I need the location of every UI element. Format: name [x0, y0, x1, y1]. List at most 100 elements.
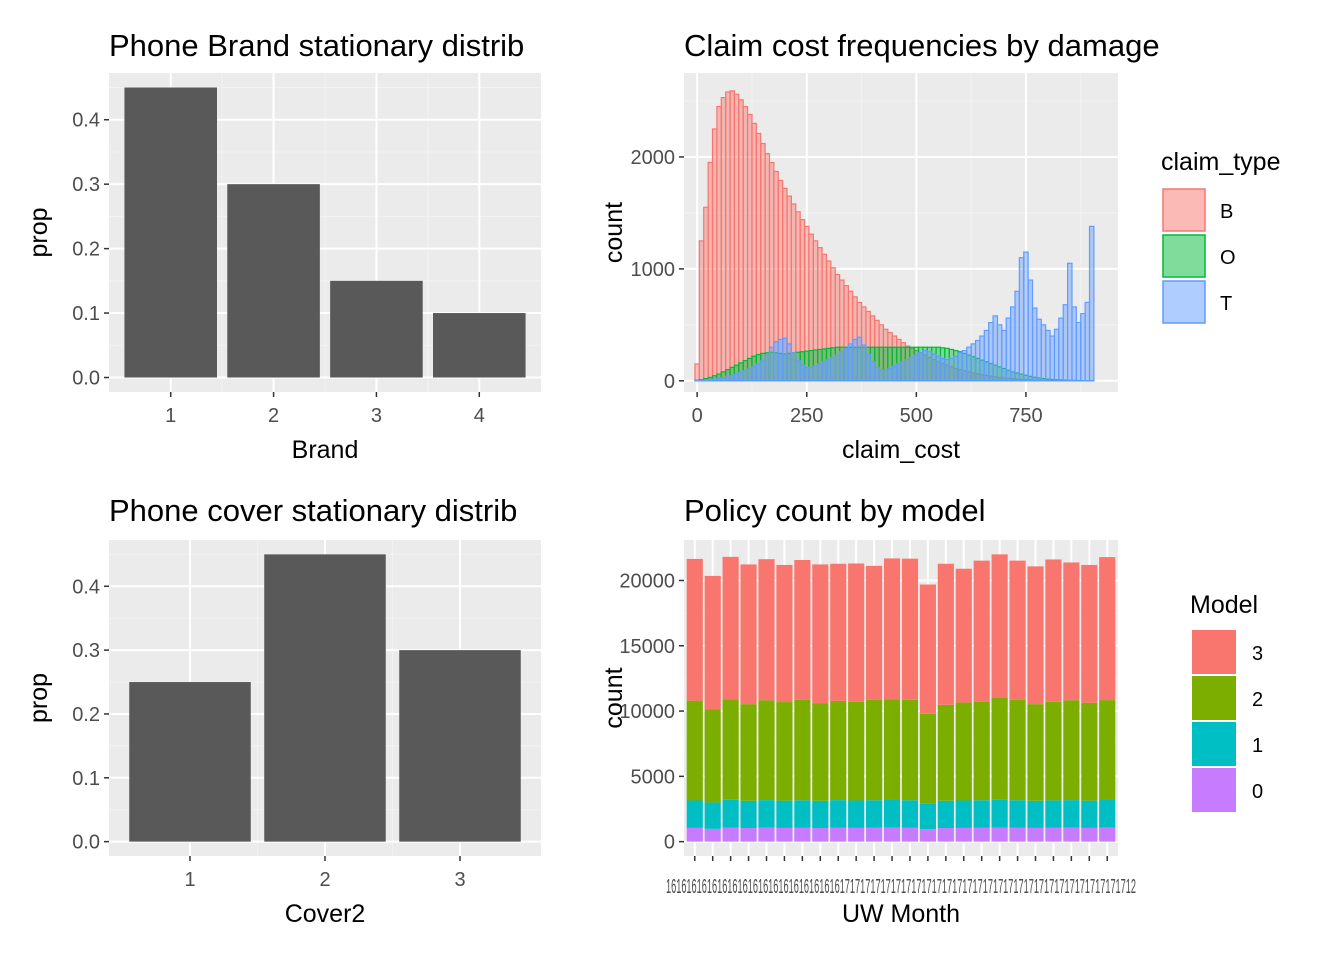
- histogram-bar: [891, 365, 898, 382]
- histogram-bar: [860, 344, 867, 382]
- histogram-bar: [830, 356, 836, 382]
- stacked-bar-segment-model-0: [848, 827, 865, 842]
- y-tick-label: 0.0: [72, 368, 100, 390]
- histogram-bar: [751, 366, 757, 382]
- stacked-bar-segment-model-1: [812, 800, 829, 829]
- histogram-bar: [1009, 306, 1016, 382]
- stacked-bar-segment-model-1: [866, 800, 883, 828]
- y-tick-label: 0.1: [72, 768, 100, 790]
- histogram-bar: [878, 369, 885, 382]
- histogram-bar: [922, 349, 928, 382]
- stacked-bar-segment-model-2: [955, 702, 972, 801]
- stacked-bar-segment-model-1: [1045, 800, 1062, 828]
- histogram-bar: [764, 354, 771, 382]
- stacked-bar-segment-model-1: [955, 800, 972, 828]
- histogram-bar: [834, 354, 841, 382]
- stacked-bar-segment-model-2: [830, 700, 847, 801]
- stacked-bar-segment-model-1: [776, 800, 793, 828]
- stacked-bar-segment-model-3: [991, 554, 1008, 698]
- histogram-bar: [979, 335, 985, 382]
- histogram-bar: [869, 361, 876, 382]
- y-tick-label: 10000: [619, 701, 675, 723]
- bar: [399, 650, 521, 842]
- stacked-bar-segment-model-2: [686, 700, 703, 801]
- histogram-bar: [909, 356, 915, 382]
- chart-cover: 0.0 0.1 0.2 0.3 0.4 1 2 3 Phone cover stationary…: [25, 493, 541, 928]
- histogram-bar: [1066, 262, 1073, 382]
- stacked-bar-segment-model-2: [722, 699, 739, 800]
- stacked-bar-segment-model-1: [830, 800, 847, 828]
- stacked-bar-segment-model-2: [937, 704, 954, 801]
- histogram-bar: [957, 352, 963, 382]
- histogram-bar: [852, 338, 858, 382]
- histogram-bar: [874, 366, 880, 382]
- legend-label: 2: [1252, 689, 1263, 711]
- stacked-bar-segment-model-0: [776, 827, 793, 842]
- legend-key-0: [1192, 768, 1236, 812]
- histogram-bar: [1062, 304, 1069, 382]
- stacked-bar-segment-model-2: [866, 699, 883, 801]
- histogram-bar: [1001, 329, 1007, 382]
- histogram-bar: [992, 315, 999, 382]
- legend-key-B: [1162, 188, 1206, 232]
- histogram-bar: [799, 364, 806, 382]
- y-tick-label: 5000: [631, 766, 676, 788]
- histogram-bar: [716, 377, 722, 382]
- histogram-bar: [1071, 306, 1077, 382]
- histogram-bar: [790, 352, 797, 382]
- x-axis-title: UW Month: [842, 900, 960, 928]
- stacked-bar-segment-model-0: [794, 827, 811, 842]
- x-tick-label: 4: [474, 405, 485, 427]
- histogram-bar: [996, 324, 1003, 382]
- y-tick-label: 0.4: [72, 110, 100, 132]
- stacked-bar-segment-model-3: [794, 559, 811, 700]
- y-tick-label: 0.3: [72, 174, 100, 196]
- histogram-bar: [974, 339, 981, 382]
- stacked-bar-segment-model-2: [812, 703, 829, 801]
- stacked-bar-segment-model-0: [1027, 827, 1044, 842]
- histogram-bar: [768, 346, 775, 382]
- legend-key-3: [1192, 630, 1236, 674]
- stacked-bar-segment-model-1: [991, 799, 1008, 828]
- stacked-bar-segment-model-3: [919, 584, 936, 714]
- stacked-bar-segment-model-0: [830, 827, 847, 842]
- stacked-bar-segment-model-3: [1081, 564, 1098, 703]
- y-axis-title: prop: [25, 673, 53, 723]
- stacked-bar-segment-model-0: [1099, 827, 1116, 842]
- stacked-bar-segment-model-0: [973, 827, 990, 842]
- histogram-bar: [725, 376, 731, 382]
- stacked-bar-segment-model-2: [919, 713, 936, 804]
- histogram-bar: [760, 142, 766, 382]
- stacked-bar-segment-model-0: [1045, 827, 1062, 842]
- stacked-bar-segment-model-1: [1081, 800, 1098, 828]
- histogram-bar: [808, 366, 814, 382]
- legend-key-O: [1162, 234, 1206, 278]
- chart-title: Claim cost frequencies by damage: [684, 28, 1160, 63]
- histogram-bar: [733, 93, 740, 382]
- stacked-bar-segment-model-2: [991, 698, 1008, 800]
- legend: Model 3 2 1 0: [1190, 591, 1263, 812]
- histogram-bar: [961, 349, 968, 382]
- stacked-bar-segment-model-1: [901, 800, 919, 828]
- x-tick-label: 1: [184, 869, 195, 891]
- histogram-bar: [1027, 279, 1034, 382]
- histogram-bar: [698, 240, 705, 382]
- histogram-bar: [900, 361, 906, 382]
- stacked-bar-segment-model-1: [1063, 800, 1080, 828]
- histogram-bar: [1084, 301, 1091, 382]
- stacked-bar-segment-model-1: [1009, 800, 1026, 828]
- legend-key-1: [1192, 722, 1236, 766]
- histogram-bar: [966, 346, 972, 382]
- histogram-bar: [1014, 290, 1020, 382]
- legend-title: Model: [1190, 591, 1258, 619]
- legend-title: claim_type: [1161, 148, 1281, 176]
- stacked-bar-segment-model-3: [758, 559, 775, 701]
- histogram-bar: [1080, 313, 1086, 382]
- stacked-bar-segment-model-1: [919, 803, 936, 830]
- histogram-bar: [707, 161, 714, 382]
- stacked-bar-segment-model-0: [812, 828, 829, 842]
- x-tick-labels: 1616161616161616161616161616161616171717…: [666, 876, 1136, 898]
- chart-title: Policy count by model: [684, 493, 986, 528]
- stacked-bar-segment-model-2: [1063, 700, 1080, 801]
- y-tick-label: 0.4: [72, 576, 100, 598]
